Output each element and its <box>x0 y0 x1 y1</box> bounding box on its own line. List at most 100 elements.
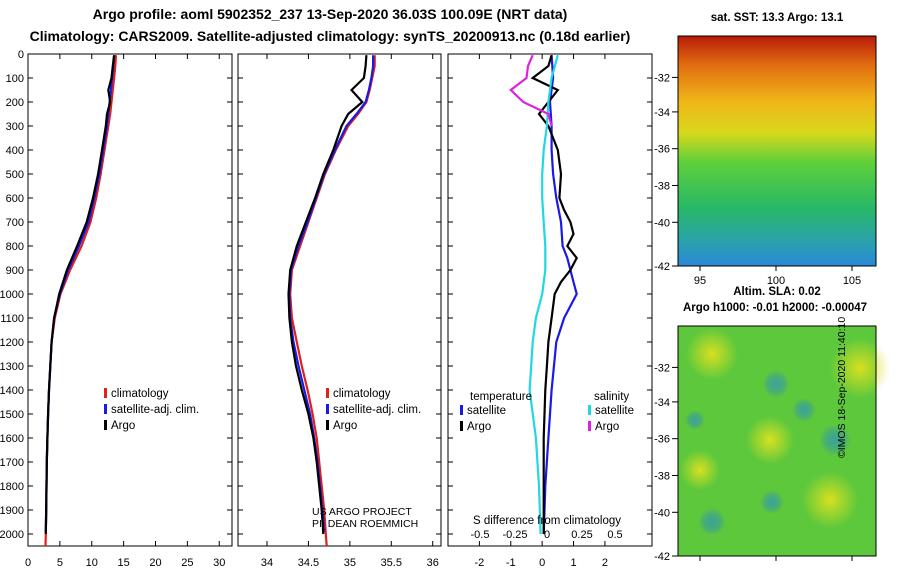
series-line-argo <box>287 55 368 535</box>
panel-salinity: 34 34.5 35 35.5 36 climatology satellite-adj. … <box>237 53 442 569</box>
legend-label: satellite-adj. clim. <box>333 404 421 416</box>
plot-frame <box>27 53 233 547</box>
y-tick-label: 1300 <box>0 361 24 373</box>
legend-label: Argo <box>595 421 619 433</box>
legend-swatch <box>326 388 329 398</box>
y-tick-label: 600 <box>6 193 24 205</box>
x-tick-label: 15 <box>118 557 130 569</box>
map-y-tick-label: -40 <box>654 217 670 229</box>
map-x-tick-label: 100 <box>767 275 785 287</box>
sla-title-line-2: Argo h1000: -0.01 h2000: -0.00047 <box>682 302 868 314</box>
x-tick-label: 35.5 <box>381 557 402 569</box>
legend-title-salinity: salinity <box>594 391 629 403</box>
legend-swatch <box>104 388 107 398</box>
x-tick-label: -2 <box>474 557 484 569</box>
x-tick-label: 10 <box>86 557 98 569</box>
map-y-tick-label: -38 <box>654 471 670 483</box>
series-line-salinity-satellite <box>528 54 559 535</box>
sst-map <box>677 35 877 267</box>
x-tick-label: 30 <box>213 557 225 569</box>
map-x-tick-label: 95 <box>694 275 706 287</box>
panel-difference: -2 -1 0 1 2 temperature salinity satellite Argo s… <box>447 53 653 569</box>
plot-frame <box>237 53 442 547</box>
legend-label: climatology <box>333 388 391 400</box>
x-tick-label: 36 <box>427 557 439 569</box>
x-tick-label: 0 <box>25 557 31 569</box>
y-tick-label: 1100 <box>0 313 24 325</box>
y-tick-label: 1000 <box>0 289 24 301</box>
x-tick-label: 0 <box>539 557 545 569</box>
map-y-tick-label: -36 <box>654 434 670 446</box>
s-tick-label: -0.25 <box>502 529 527 541</box>
x-tick-label: 34.5 <box>298 557 319 569</box>
legend-label: Argo <box>467 421 491 433</box>
legend-label: Argo <box>111 420 135 432</box>
y-tick-label: 100 <box>6 73 24 85</box>
series-line-argo <box>44 55 116 535</box>
title-line-1: Argo profile: aoml 5902352_237 13-Sep-20… <box>92 6 568 22</box>
legend-label: Argo <box>333 420 357 432</box>
legend-label: satellite-adj. clim. <box>111 404 199 416</box>
x-tick-label: 35 <box>344 557 356 569</box>
title-line-2: Climatology: CARS2009. Satellite-adjuste… <box>29 28 631 44</box>
sst-field <box>678 36 876 266</box>
plot-frame <box>447 53 653 547</box>
series-line-salinity-argo <box>509 54 553 127</box>
y-tick-label: 1400 <box>0 385 24 397</box>
y-tick-label: 300 <box>6 121 24 133</box>
s-tick-label: 0 <box>544 529 550 541</box>
sla-title-line-1: Altim. SLA: 0.02 <box>733 286 821 298</box>
legend-swatch <box>326 420 329 430</box>
y-tick-label: 900 <box>6 265 24 277</box>
y-tick-label: 700 <box>6 217 24 229</box>
legend-label: climatology <box>111 388 169 400</box>
legend-label: satellite <box>467 405 506 417</box>
sst-map-title: sat. SST: 13.3 Argo: 13.1 <box>710 12 844 24</box>
x-tick-label: 20 <box>149 557 161 569</box>
x-tick-label: 1 <box>570 557 576 569</box>
y-tick-label: 1700 <box>0 457 24 469</box>
y-tick-label: 2000 <box>0 529 24 541</box>
y-tick-label: 1600 <box>0 433 24 445</box>
s-tick-label: 0.5 <box>607 529 622 541</box>
x-tick-label: 25 <box>181 557 193 569</box>
y-tick-label: 400 <box>6 145 24 157</box>
project-annotation: PI: DEAN ROEMMICH <box>312 518 418 530</box>
legend-label: satellite <box>595 405 634 417</box>
project-annotation: US ARGO PROJECT <box>312 506 412 518</box>
legend-swatch <box>460 421 463 431</box>
y-tick-label: 1200 <box>0 337 24 349</box>
x-tick-label: 34 <box>261 557 273 569</box>
legend-swatch <box>588 405 591 415</box>
legend-swatch <box>588 421 591 431</box>
panel-temperature: 0100200300400500600700800900100011001200… <box>0 49 233 569</box>
legend-title-temperature: temperature <box>470 391 532 403</box>
map-y-tick-label: -34 <box>654 397 670 409</box>
y-tick-label: 500 <box>6 169 24 181</box>
map-y-tick-label: -36 <box>654 144 670 156</box>
s-tick-label: 0.25 <box>571 529 592 541</box>
x-tick-label: 5 <box>57 557 63 569</box>
sla-map <box>677 325 890 557</box>
y-tick-label: 200 <box>6 97 24 109</box>
map-y-tick-label: -32 <box>654 72 670 84</box>
y-tick-label: 0 <box>18 49 24 61</box>
map-y-tick-label: -42 <box>654 551 670 563</box>
map-y-tick-label: -32 <box>654 362 670 374</box>
legend-swatch <box>104 404 107 414</box>
s-tick-label: -0.5 <box>471 529 490 541</box>
y-tick-label: 1500 <box>0 409 24 421</box>
legend-swatch <box>326 404 329 414</box>
y-tick-label: 800 <box>6 241 24 253</box>
map-y-tick-label: -40 <box>654 507 670 519</box>
map-y-tick-label: -38 <box>654 181 670 193</box>
map-x-tick-label: 105 <box>843 275 861 287</box>
y-tick-label: 1800 <box>0 481 24 493</box>
y-tick-label: 1900 <box>0 505 24 517</box>
x-tick-label: -1 <box>506 557 516 569</box>
map-y-tick-label: -34 <box>654 107 670 119</box>
credit-label: ©IMOS 18-Sep-2020 11:40:10 <box>836 316 848 458</box>
legend-swatch <box>460 405 463 415</box>
legend-swatch <box>104 420 107 430</box>
